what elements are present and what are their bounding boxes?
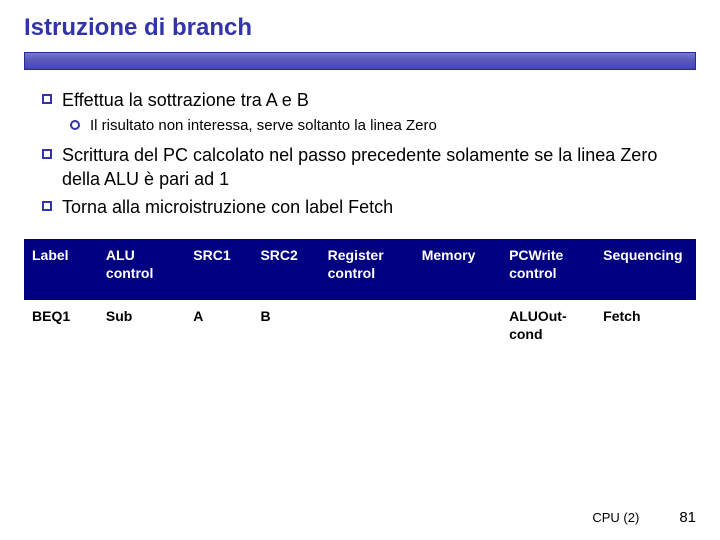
table-cell: ALUOut-cond [501,300,595,361]
bullet-text: Scrittura del PC calcolato nel passo pre… [62,143,696,192]
bullet-level1: Effettua la sottrazione tra A e B [42,88,696,112]
square-bullet-icon [42,201,52,211]
square-bullet-icon [42,94,52,104]
square-bullet-icon [42,149,52,159]
table-header-cell: SRC1 [185,239,252,300]
page-number: 81 [679,509,696,526]
bullet-level1: Scrittura del PC calcolato nel passo pre… [42,143,696,192]
bullet-text: Il risultato non interessa, serve soltan… [90,116,696,136]
bullet-text: Torna alla microistruzione con label Fet… [62,195,696,219]
slide-title: Istruzione di branch [24,14,696,42]
table-cell: Sub [98,300,185,361]
bullet-list: Effettua la sottrazione tra A e B Il risu… [24,88,696,219]
table-header-cell: Label [24,239,98,300]
bullet-level1: Torna alla microistruzione con label Fet… [42,195,696,219]
table-header-cell: Sequencing [595,239,696,300]
table-cell: A [185,300,252,361]
table-row: BEQ1SubAB ALUOut-condFetch [24,300,696,361]
microinstruction-table: LabelALU controlSRC1SRC2Register control… [24,239,696,361]
table-cell [414,300,501,361]
slide-footer: CPU (2) 81 [592,509,696,526]
footer-label: CPU (2) [592,510,639,525]
table-header-cell: Memory [414,239,501,300]
table-header-cell: ALU control [98,239,185,300]
table-cell [320,300,414,361]
table-header-cell: SRC2 [252,239,319,300]
table-cell: BEQ1 [24,300,98,361]
table-cell: B [252,300,319,361]
table-cell: Fetch [595,300,696,361]
bullet-level2: Il risultato non interessa, serve soltan… [70,116,696,136]
table-header-cell: PCWrite control [501,239,595,300]
circle-bullet-icon [70,120,80,130]
table-header-cell: Register control [320,239,414,300]
bullet-text: Effettua la sottrazione tra A e B [62,88,696,112]
title-rule [24,52,696,70]
